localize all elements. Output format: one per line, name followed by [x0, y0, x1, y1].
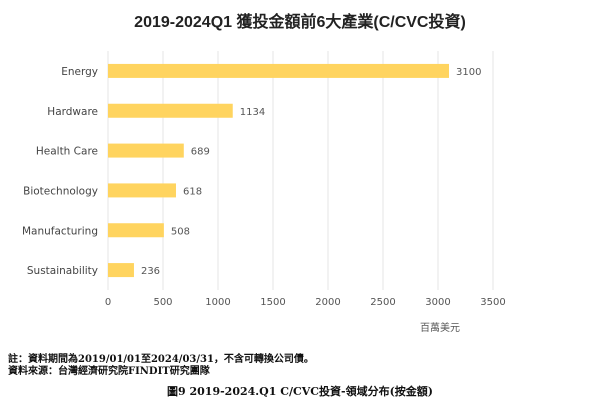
category-label-3: Biotechnology [23, 185, 98, 197]
bar-2 [108, 143, 184, 158]
bars: Energy 3100 Hardware 1134 Health Care 689 Biot… [22, 63, 481, 278]
figure-caption: 圖9 2019-2024.Q1 C/CVC投資-領域分布(按金額) [167, 385, 433, 398]
x-tick-label-1: 500 [153, 297, 172, 308]
value-label-2: 689 [191, 147, 210, 158]
category-label-0: Energy [61, 66, 98, 78]
chart-title: 2019-2024Q1 獲投金額前6大產業(C/CVC投資) [134, 12, 466, 31]
unit-label: 百萬美元 [420, 321, 460, 334]
x-tick-label-7: 3500 [480, 297, 505, 308]
bar-3 [108, 183, 176, 198]
value-label-1: 1134 [240, 107, 265, 118]
bar-chart: 2019-2024Q1 獲投金額前6大產業(C/CVC投資) Energy 310… [22, 12, 506, 334]
category-label-1: Hardware [47, 106, 98, 118]
x-tick-label-2: 1000 [205, 297, 230, 308]
value-label-0: 3100 [456, 67, 481, 78]
x-axis-ticks: 0 500 1000 1500 2000 2500 3000 3500 [105, 297, 506, 308]
value-label-5: 236 [141, 266, 160, 277]
footnote-source: 資料來源：台灣經濟研究院FINDIT研究團隊 [8, 366, 210, 377]
bar-4 [108, 223, 164, 238]
x-tick-label-3: 1500 [260, 297, 285, 308]
x-tick-label-6: 3000 [425, 297, 450, 308]
gridlines [107, 51, 494, 290]
x-tick-label-5: 2500 [370, 297, 395, 308]
value-label-4: 508 [171, 226, 190, 237]
x-tick-label-0: 0 [105, 297, 111, 308]
category-label-5: Sustainability [27, 265, 98, 277]
bar-1 [108, 103, 233, 118]
bar-0 [108, 63, 449, 78]
category-label-4: Manufacturing [22, 225, 98, 237]
bar-5 [108, 263, 134, 278]
footnotes: 註：資料期間為2019/01/01至2024/03/31，不含可轉換公司債。 資… [8, 354, 592, 378]
value-label-3: 618 [183, 186, 202, 197]
footnote-period: 註：資料期間為2019/01/01至2024/03/31，不含可轉換公司債。 [8, 354, 314, 365]
category-label-2: Health Care [36, 146, 98, 158]
x-tick-label-4: 2000 [315, 297, 340, 308]
